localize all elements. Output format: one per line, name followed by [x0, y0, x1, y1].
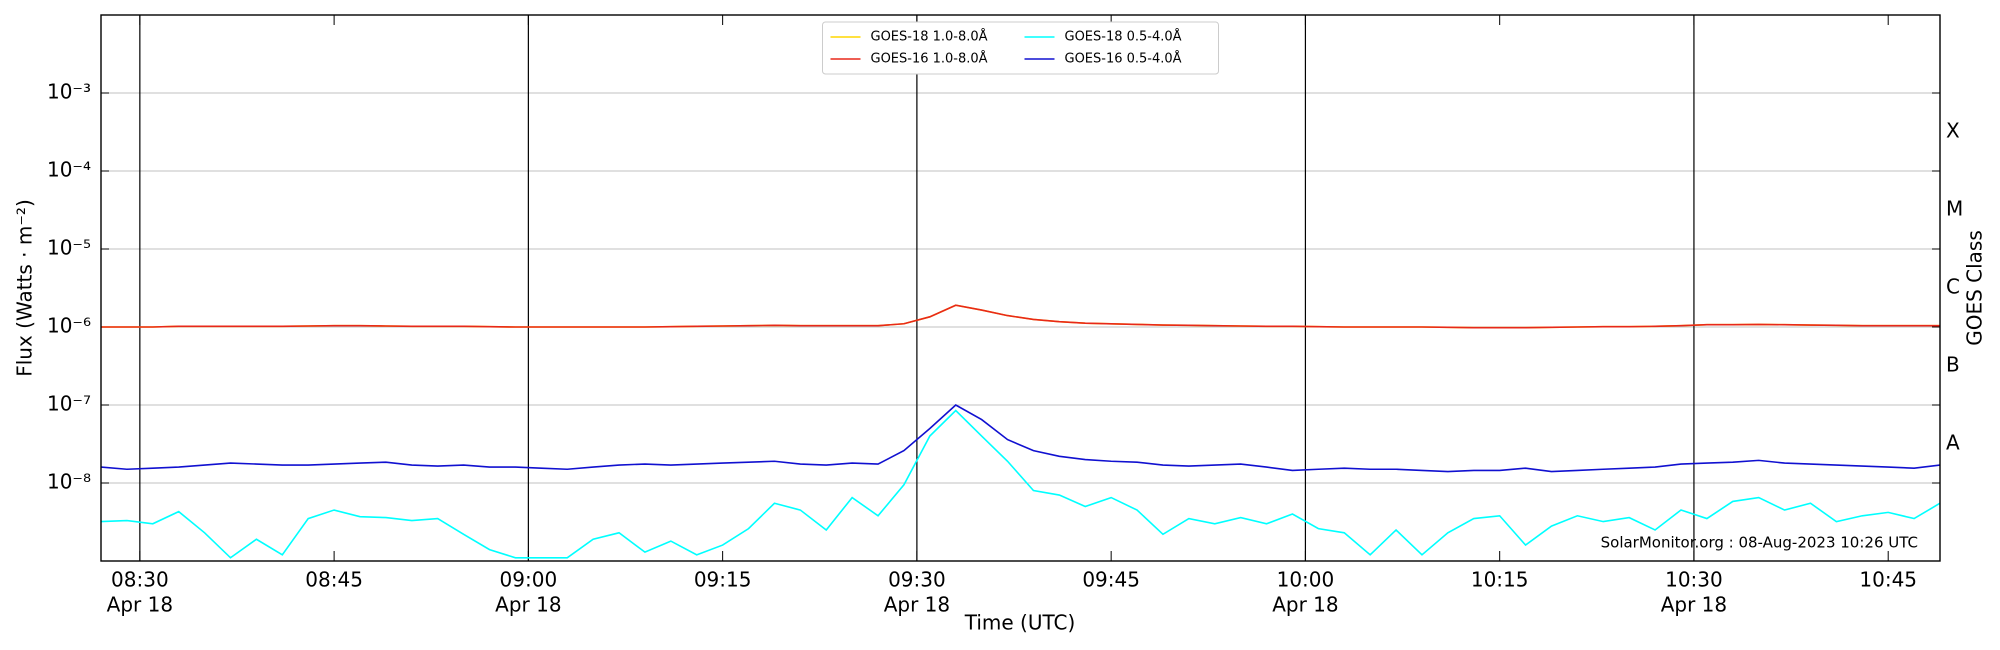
x-tick-label: 09:00: [500, 568, 558, 592]
legend-box: [822, 21, 1219, 75]
plot-frame: [100, 14, 1941, 562]
y2-tick-label: B: [1946, 353, 1960, 377]
x-tick-label: 09:45: [1082, 568, 1140, 592]
y2-axis-label: GOES Class: [1963, 230, 1987, 346]
x-axis-label: Time (UTC): [964, 611, 1076, 635]
x-tick-label: 10:45: [1859, 568, 1917, 592]
legend-label: GOES-16 0.5-4.0Å: [1065, 51, 1182, 67]
y-tick-label: 10⁻³: [47, 80, 91, 104]
y2-tick-label: C: [1946, 275, 1960, 299]
x-tick-date: Apr 18: [107, 593, 173, 617]
y2-tick-label: M: [1946, 197, 1963, 221]
x-tick-label: 10:00: [1277, 568, 1335, 592]
y-tick-label: 10⁻⁵: [47, 236, 91, 260]
legend-label: GOES-16 1.0-8.0Å: [871, 51, 988, 67]
x-tick-label: 10:30: [1665, 568, 1723, 592]
y-axis-label: Flux (Watts · m⁻²): [13, 199, 37, 377]
series-line: [101, 409, 1940, 559]
y-tick-label: 10⁻⁸: [47, 470, 91, 494]
legend-label: GOES-18 0.5-4.0Å: [1065, 29, 1182, 45]
annotation: SolarMonitor.org : 08-Aug-2023 10:26 UTC: [1601, 534, 1918, 552]
y2-tick-label: A: [1946, 431, 1960, 455]
x-tick-label: 08:30: [111, 568, 169, 592]
legend-label: GOES-18 1.0-8.0Å: [871, 29, 988, 45]
y2-tick-label: X: [1946, 119, 1960, 143]
series-line: [101, 304, 1940, 329]
plot-lines: [101, 304, 1940, 559]
x-tick-label: 10:15: [1471, 568, 1529, 592]
y-tick-label: 10⁻⁷: [47, 392, 91, 416]
x-tick-label: 09:30: [888, 568, 946, 592]
x-tick-date: Apr 18: [1272, 593, 1338, 617]
x-tick-date: Apr 18: [495, 593, 561, 617]
series-line: [101, 404, 1940, 473]
y-tick-label: 10⁻⁶: [47, 314, 91, 338]
x-tick-label: 09:15: [694, 568, 752, 592]
x-tick-date: Apr 18: [884, 593, 950, 617]
x-tick-label: 08:45: [305, 568, 363, 592]
y-tick-label: 10⁻⁴: [47, 158, 91, 182]
x-tick-date: Apr 18: [1661, 593, 1727, 617]
